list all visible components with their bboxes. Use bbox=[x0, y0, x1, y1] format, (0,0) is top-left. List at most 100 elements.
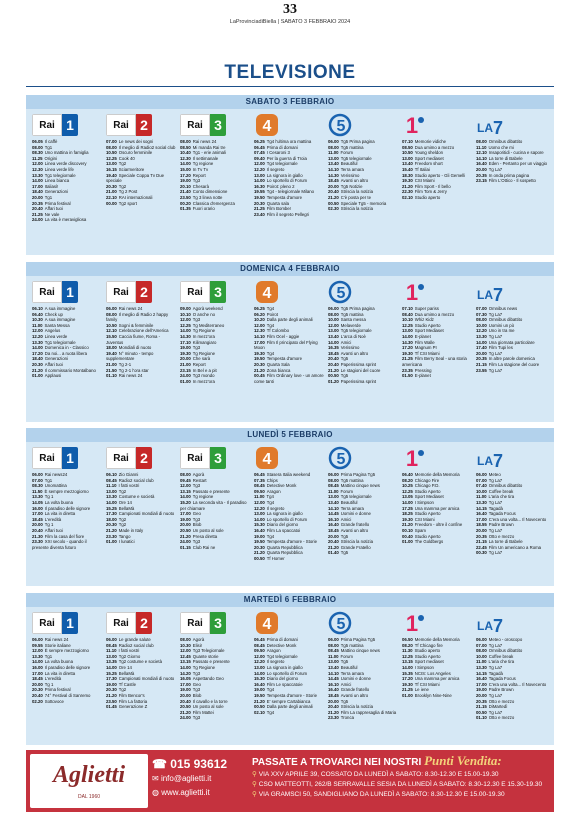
italia1-logo-icon: 1 bbox=[402, 279, 428, 305]
program-time: 08.45 bbox=[328, 483, 339, 489]
program-title: Studio Aperto bbox=[414, 533, 441, 539]
program-row: 19.30 Tf CSI Miami bbox=[402, 351, 474, 357]
program-time: 01.20 bbox=[328, 378, 339, 384]
program-title: Tagadà bbox=[488, 505, 503, 511]
program-row: 18.30 Studio aperto - Gli Gemelli bbox=[402, 173, 474, 179]
ad-website[interactable]: ◍ www.aglietti.it bbox=[152, 788, 210, 797]
day-block: LUNEDÌ 5 FEBBRAIO Rai 1 Rai 2 Rai 3 4 5 1 LA 7 06.00… bbox=[26, 428, 554, 586]
program-time: 17.00 bbox=[476, 516, 487, 522]
program-row: 21.25 Ne vale bbox=[32, 212, 104, 218]
program-title: Tg5 mattina bbox=[340, 144, 364, 150]
program-time: 06.10 bbox=[106, 472, 117, 477]
program-row: 23.55 Tg La7 bbox=[476, 368, 548, 374]
program-time: 00.50 bbox=[254, 704, 265, 710]
program-time: 14.00 bbox=[254, 178, 265, 184]
program-time: 20.30 bbox=[254, 200, 265, 206]
program-time: 21.20 bbox=[180, 533, 191, 539]
program-title: In mezz'ora bbox=[192, 333, 215, 339]
svg-text:LA: LA bbox=[477, 121, 493, 135]
program-title: Omnibus news bbox=[488, 306, 518, 311]
program-title: È sempre mezzogiorno bbox=[44, 648, 89, 654]
program-title: Tg La7 bbox=[488, 333, 503, 339]
program-title: Tg La7 bbox=[488, 692, 503, 698]
program-row: 21.20 Presa diretta bbox=[180, 534, 252, 540]
program-row: 17.20 Magnum PI bbox=[402, 345, 474, 351]
program-title: A sua immagine bbox=[44, 317, 76, 323]
program-time: 21.50 bbox=[106, 367, 117, 373]
program-title: La torre di Babele bbox=[488, 155, 523, 161]
program-time: 17.30 bbox=[106, 511, 117, 517]
program-time: 20.40 bbox=[328, 189, 339, 195]
program-time: 19.00 bbox=[476, 687, 487, 693]
program-title: Tg regione bbox=[192, 494, 214, 500]
phone-icon: ☎ bbox=[152, 757, 171, 771]
program-time: 17.20 bbox=[402, 345, 413, 351]
program-row: 21.20 Zona bianca bbox=[254, 368, 326, 374]
program-title: Dalla parte degli animali bbox=[266, 317, 313, 323]
italia1-logo-icon: 1 bbox=[402, 112, 428, 138]
ad-email[interactable]: ✉ info@aglietti.it bbox=[152, 774, 212, 783]
canale5-logo-icon: 5 bbox=[328, 610, 354, 636]
program-time: 13.00 bbox=[328, 659, 339, 665]
program-title: Film Un americano a Roma bbox=[488, 544, 542, 550]
program-row: 14.00 Ore 14 bbox=[106, 500, 178, 506]
svg-text:4: 4 bbox=[263, 451, 272, 468]
svg-text:LA: LA bbox=[477, 288, 493, 302]
program-title: BellaMà bbox=[118, 505, 135, 511]
program-time: 08.00 bbox=[328, 311, 339, 317]
program-row: 00.00 Tg2 sport bbox=[106, 201, 178, 207]
program-row: 07.00 Tg La7 bbox=[476, 478, 548, 484]
program-time: 11.50 bbox=[32, 488, 43, 494]
program-title: Ne vale bbox=[44, 211, 60, 217]
program-time: 09.00 bbox=[180, 306, 191, 311]
program-title: Tg3 bbox=[192, 345, 201, 351]
program-row: 01.35 Fuori orario bbox=[180, 206, 252, 212]
program-title: BellaMà bbox=[118, 670, 135, 676]
ad-location: ⚲ CSO MATTEOTTI, 262/B SERRAVALLE SESIA D… bbox=[252, 781, 543, 788]
program-time: 12.20 bbox=[32, 333, 43, 339]
program-title: Lo sportello di Forum bbox=[266, 178, 308, 184]
program-time: 21.20 bbox=[254, 367, 265, 373]
program-title: NCIS: Los Angeles bbox=[414, 670, 451, 676]
day-title: SABATO 3 FEBBRAIO bbox=[26, 95, 554, 109]
program-row: 11.50 È sempre mezzogiorno bbox=[32, 489, 104, 495]
program-time: 17.20 bbox=[180, 172, 191, 178]
program-row: 18.45 L'eredità bbox=[32, 517, 104, 523]
channel-logos: Rai 1 Rai 2 Rai 3 4 5 1 LA 7 bbox=[26, 276, 554, 306]
program-title: Tg2 bbox=[118, 488, 127, 494]
program-title: Chips bbox=[266, 477, 278, 483]
program-row: 12.30 Linea verde life bbox=[32, 167, 104, 173]
program-title: Speciale Coppa Tv Due speciale bbox=[106, 172, 165, 184]
advertisement[interactable]: Aglietti DAL 1960 ☎ 015 93612 ✉ info@agl… bbox=[26, 750, 554, 812]
program-row: 11.00 Tg4 bbox=[254, 494, 326, 500]
program-title: Film La fattoria bbox=[118, 698, 148, 704]
program-title: Tg 2-1 bbox=[118, 361, 132, 367]
program-time: 16.40 bbox=[328, 687, 339, 693]
program-time: 14.00 bbox=[180, 328, 191, 334]
program-title: Storie italiane bbox=[44, 642, 71, 648]
program-time: 12.10 bbox=[106, 328, 117, 334]
program-title: I lunatici bbox=[118, 539, 135, 545]
program-time: 15.40 bbox=[402, 166, 413, 172]
program-row: 01.50 E-planet bbox=[402, 373, 474, 379]
program-title: Striscia la notizia bbox=[340, 704, 374, 710]
program-title: Geo bbox=[192, 681, 201, 687]
program-row: 20.00 Blob bbox=[180, 693, 252, 699]
program-time: 20.00 bbox=[476, 692, 487, 698]
program-row: 10.30 A sua immagine bbox=[32, 317, 104, 323]
program-time: 01.50 bbox=[402, 373, 413, 379]
title-rule bbox=[26, 86, 554, 87]
program-row: 15.25 BellaMà bbox=[106, 506, 178, 512]
channel-schedule: 06.00 Meteo - oroscopo 07.00 Tg La7 08.00 Omn… bbox=[476, 637, 548, 721]
program-title: Film Bomber bbox=[266, 206, 292, 212]
program-title: XXI secolo - quando il presente diventa … bbox=[32, 539, 87, 550]
svg-text:1: 1 bbox=[406, 446, 418, 471]
program-title: Chesarà bbox=[192, 183, 210, 189]
program-time: 16.15 bbox=[106, 166, 117, 172]
program-row: 19.30 Tg4 bbox=[254, 351, 326, 357]
program-title: Forum bbox=[340, 150, 353, 156]
ad-phone[interactable]: ☎ 015 93612 bbox=[152, 757, 228, 771]
program-title: Studio aperto - Gli Gemelli bbox=[414, 172, 466, 178]
program-title: Tg5 bbox=[340, 356, 349, 362]
program-time: 19.50 bbox=[254, 356, 265, 362]
